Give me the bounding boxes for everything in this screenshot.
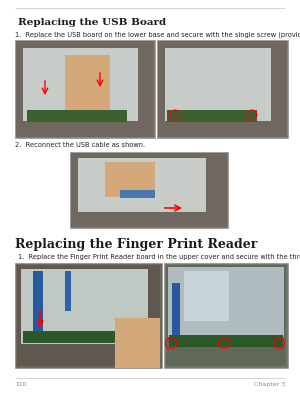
Bar xyxy=(23,331,150,343)
Bar xyxy=(65,271,71,311)
Bar xyxy=(157,40,288,138)
Bar xyxy=(65,55,110,115)
Bar xyxy=(115,318,160,368)
Bar xyxy=(16,41,154,137)
Text: Chapter 3: Chapter 3 xyxy=(254,382,285,387)
Text: Replacing the USB Board: Replacing the USB Board xyxy=(18,18,166,27)
Bar xyxy=(71,153,227,227)
Bar xyxy=(168,267,284,337)
Bar xyxy=(120,190,155,198)
Text: 1.  Replace the Finger Print Reader board in the upper cover and secure with the: 1. Replace the Finger Print Reader board… xyxy=(18,254,300,260)
Bar xyxy=(167,110,257,122)
Bar xyxy=(209,283,217,318)
Bar xyxy=(21,269,148,344)
Text: 1.  Replace the USB board on the lower base and secure with the single screw (pr: 1. Replace the USB board on the lower ba… xyxy=(15,32,300,39)
Bar xyxy=(161,46,278,130)
Bar xyxy=(23,48,138,121)
Bar xyxy=(27,110,127,122)
Text: Replacing the Finger Print Reader: Replacing the Finger Print Reader xyxy=(15,238,257,251)
Bar xyxy=(74,158,218,220)
Bar xyxy=(70,152,228,228)
Text: 110: 110 xyxy=(15,382,27,387)
Bar xyxy=(172,283,180,335)
Bar xyxy=(105,162,155,197)
Bar xyxy=(19,46,145,130)
Bar xyxy=(169,335,283,347)
Bar xyxy=(78,158,206,212)
Bar xyxy=(158,41,287,137)
Bar xyxy=(15,263,162,368)
Bar xyxy=(166,265,286,366)
Bar xyxy=(164,263,288,368)
Bar xyxy=(184,271,229,321)
Text: 2.  Reconnect the USB cable as shown.: 2. Reconnect the USB cable as shown. xyxy=(15,142,145,148)
Bar xyxy=(17,265,160,366)
Bar xyxy=(33,271,43,331)
Bar xyxy=(15,40,155,138)
Bar xyxy=(165,48,271,121)
